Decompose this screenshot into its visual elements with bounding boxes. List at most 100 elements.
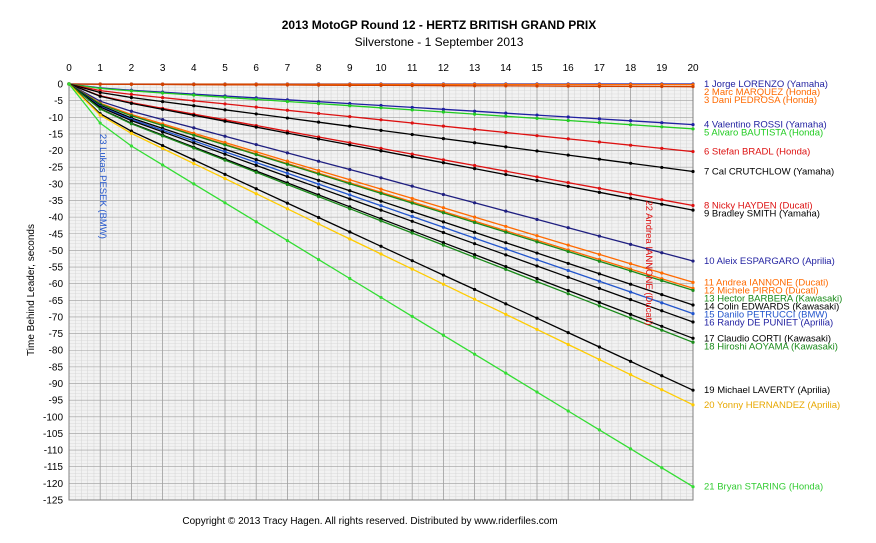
y-tick-label: -125 xyxy=(43,496,63,507)
rider-label: 10 Aleix ESPARGARO (Aprilia) xyxy=(704,256,835,267)
series-point xyxy=(597,120,602,125)
series-point xyxy=(535,149,539,153)
series-point xyxy=(535,279,539,284)
series-point xyxy=(441,282,445,286)
x-tick-label: 1 xyxy=(97,63,103,74)
chart-subtitle: Silverstone - 1 September 2013 xyxy=(355,35,524,49)
y-tick-label: -40 xyxy=(49,213,64,224)
series-point xyxy=(223,83,227,87)
series-point xyxy=(441,206,445,210)
series-point xyxy=(129,144,133,148)
series-point xyxy=(285,108,289,112)
series-point xyxy=(566,275,570,279)
x-tick-label: 0 xyxy=(66,63,72,74)
series-point xyxy=(441,225,445,229)
series-point xyxy=(660,251,664,255)
series-point xyxy=(504,145,508,149)
series-point xyxy=(348,115,352,119)
series-point xyxy=(410,121,414,125)
series-point xyxy=(629,290,633,294)
y-tick-label: -60 xyxy=(49,279,64,290)
series-point xyxy=(597,300,602,305)
series-point xyxy=(535,84,539,88)
series-point xyxy=(223,158,227,162)
series-point xyxy=(597,428,602,432)
rider-label: 19 Michael LAVERTY (Aprilia) xyxy=(704,385,830,396)
series-point xyxy=(691,303,695,307)
x-tick-label: 3 xyxy=(160,63,166,74)
series-point xyxy=(597,140,602,144)
series-point xyxy=(597,259,602,263)
series-point xyxy=(597,345,602,349)
series-point xyxy=(285,171,289,175)
y-tick-label: -100 xyxy=(43,412,63,423)
series-point xyxy=(379,103,383,108)
series-point xyxy=(223,108,227,112)
series-point xyxy=(535,258,539,262)
series-point xyxy=(691,85,695,89)
series-point xyxy=(254,220,258,224)
series-point xyxy=(441,110,445,114)
series-point xyxy=(566,331,570,335)
series-point xyxy=(192,126,196,130)
rider-label: 12 Michele PIRRO (Ducati) xyxy=(704,285,819,296)
series-point xyxy=(504,111,508,115)
series-point xyxy=(348,193,352,197)
series-point xyxy=(410,105,414,110)
series-point xyxy=(629,297,633,302)
rider-label: 5 Alvaro BAUTISTA (Honda) xyxy=(704,128,823,139)
series-point xyxy=(629,196,633,200)
series-point xyxy=(660,125,664,129)
series-point xyxy=(597,279,602,283)
series-point xyxy=(566,84,570,88)
x-tick-label: 13 xyxy=(469,63,481,74)
series-point xyxy=(379,187,383,191)
series-point xyxy=(192,83,196,87)
chart-title: 2013 MotoGP Round 12 - HERTZ BRITISH GRA… xyxy=(282,18,596,32)
series-point xyxy=(254,97,258,101)
series-point xyxy=(317,178,321,182)
series-point xyxy=(660,388,664,392)
rider-label: 7 Cal CRUTCHLOW (Yamaha) xyxy=(704,167,834,178)
series-point xyxy=(379,146,383,150)
rider-label: 4 Valentino ROSSI (Yamaha) xyxy=(704,120,827,131)
series-point xyxy=(691,259,695,263)
series-point xyxy=(629,161,633,165)
series-point xyxy=(504,224,508,229)
y-tick-label: -90 xyxy=(49,379,64,390)
series-point xyxy=(348,237,352,241)
y-axis-label: Time Behind Leader, seconds xyxy=(26,224,37,356)
series-point xyxy=(192,182,196,186)
series-point xyxy=(566,268,570,273)
series-point xyxy=(535,327,539,332)
series-point xyxy=(379,128,383,132)
series-point xyxy=(379,219,383,223)
series-point xyxy=(597,286,602,291)
series-point xyxy=(67,82,71,86)
series-point xyxy=(660,271,664,275)
rider-label: 15 Danilo PETRUCCI (BMW) xyxy=(704,309,828,320)
series-point xyxy=(597,252,602,256)
series-point xyxy=(504,241,508,245)
series-point xyxy=(379,176,383,180)
series-point xyxy=(285,151,289,155)
series-point xyxy=(223,143,227,147)
series-point xyxy=(441,192,445,197)
series-point xyxy=(566,181,570,185)
series-point xyxy=(348,104,352,108)
series-point xyxy=(660,374,664,378)
series-point xyxy=(473,112,477,116)
series-point xyxy=(535,264,539,268)
series-point xyxy=(285,207,289,211)
series-point xyxy=(285,99,289,104)
series-point xyxy=(254,112,258,116)
series-point xyxy=(410,314,414,318)
series-point xyxy=(285,174,289,179)
series-point xyxy=(473,84,477,88)
series-point xyxy=(129,82,133,87)
y-tick-label: -20 xyxy=(49,146,64,157)
series-point xyxy=(566,226,570,230)
series-point xyxy=(441,107,445,111)
series-point xyxy=(566,243,570,247)
series-point xyxy=(129,101,133,106)
